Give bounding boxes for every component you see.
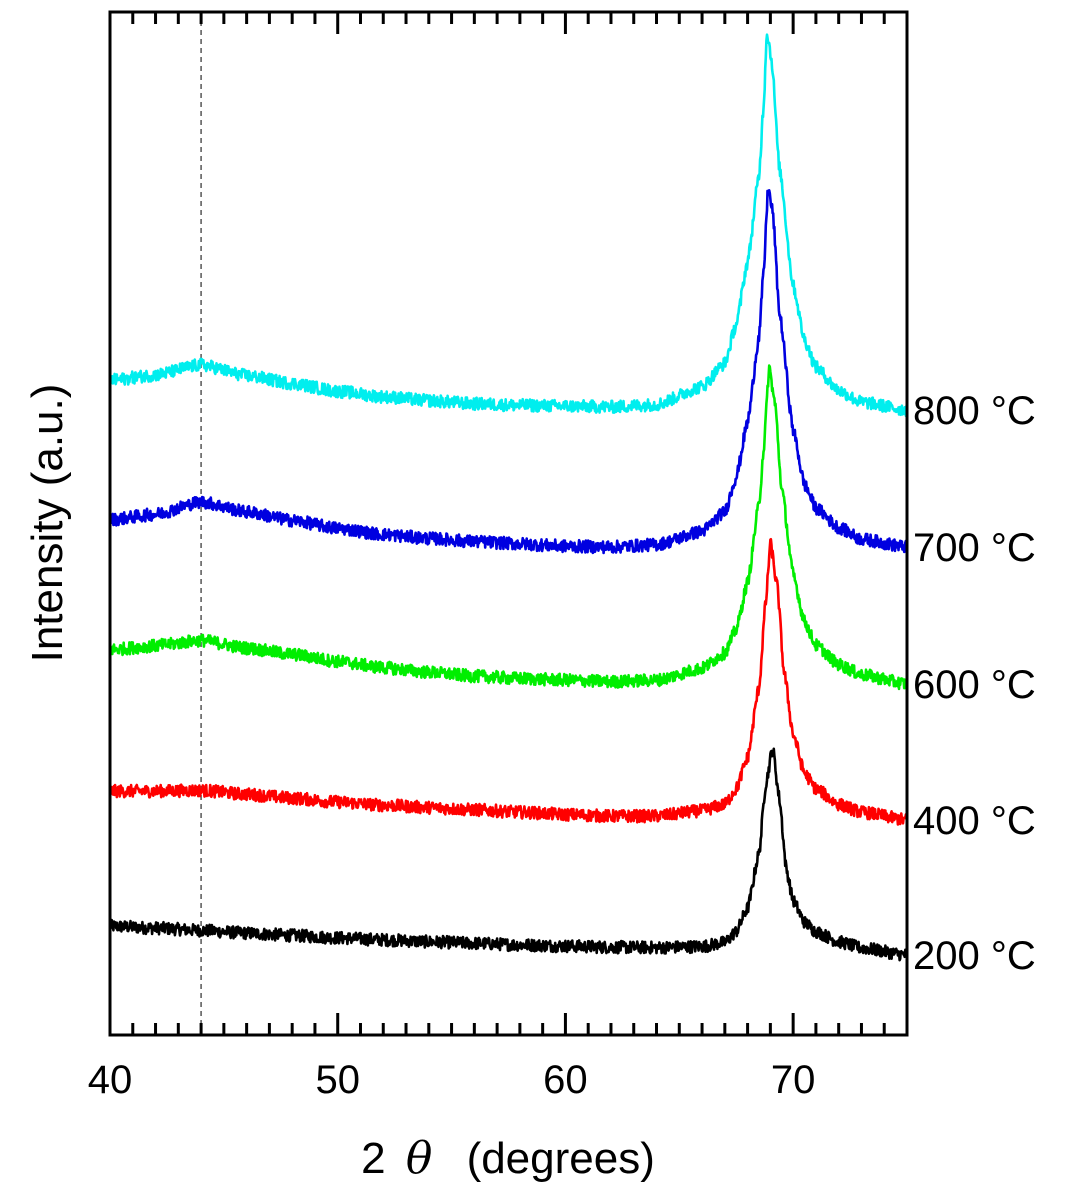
series-label-600c: 600 °C (913, 663, 1036, 707)
series-label-200c: 200 °C (913, 934, 1036, 978)
series-layer (108, 33, 909, 962)
x-axis-ticks (108, 12, 909, 1035)
plot-frame (108, 10, 909, 1037)
series-line-800c (108, 33, 909, 418)
series-label-700c: 700 °C (913, 526, 1036, 570)
series-label-400c: 400 °C (913, 799, 1036, 843)
x-tick-label: 50 (315, 1058, 360, 1102)
x-axis-title-unit: (degrees) (467, 1134, 655, 1183)
series-line-400c (108, 538, 909, 826)
x-axis-title: 2 θ (degrees) (361, 1133, 655, 1184)
series-line-700c (108, 189, 909, 555)
series-labels: 200 °C 400 °C 600 °C 700 °C 800 °C (913, 389, 1036, 978)
x-tick-label: 40 (88, 1058, 133, 1102)
x-tick-label: 70 (771, 1058, 816, 1102)
series-label-800c: 800 °C (913, 389, 1036, 433)
x-tick-label: 60 (543, 1058, 588, 1102)
x-axis-tick-labels: 40 50 60 70 (88, 1058, 816, 1102)
x-axis-title-number: 2 (361, 1134, 385, 1183)
x-axis-title-symbol: θ (406, 1133, 433, 1184)
series-line-600c (109, 364, 909, 691)
y-axis-title: Intensity (a.u.) (23, 384, 72, 663)
series-line-200c (108, 747, 908, 962)
